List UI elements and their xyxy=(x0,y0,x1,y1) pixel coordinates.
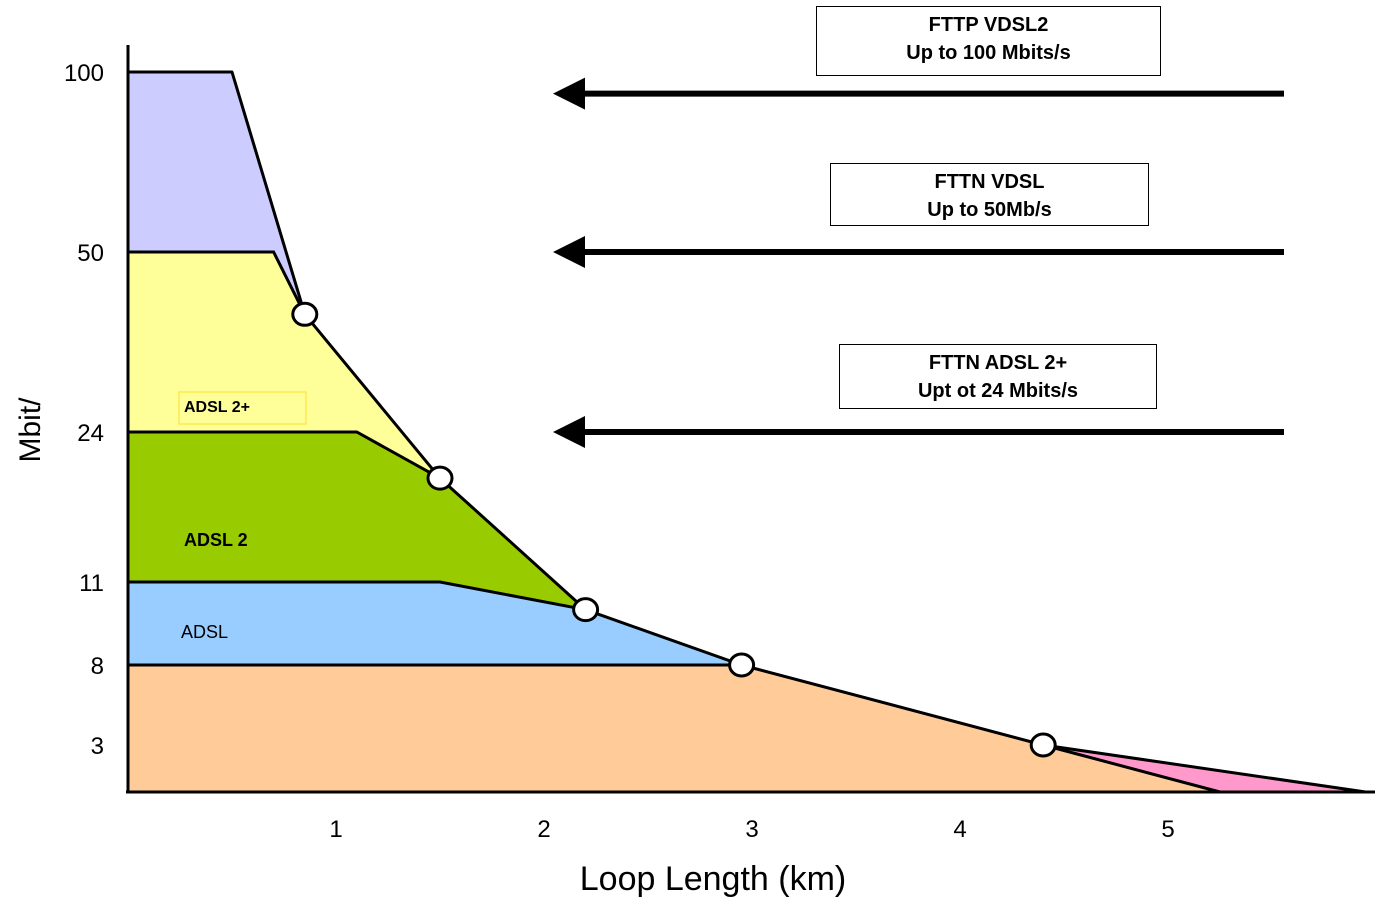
series-label-adsl: ADSL xyxy=(181,622,228,642)
annotation-line: FTTP VDSL2 xyxy=(928,14,1049,36)
data-point-marker xyxy=(1029,732,1057,758)
series-label-adsl2plus: ADSL 2+ xyxy=(184,399,250,416)
data-point-marker xyxy=(426,465,454,491)
data-point-marker xyxy=(728,652,756,678)
annotation-line: Up to 50Mb/s xyxy=(927,199,1052,221)
y-tick-label: 100 xyxy=(64,60,104,87)
axes-layer xyxy=(126,45,1375,794)
annotation-line: Up to 100 Mbits/s xyxy=(906,42,1071,64)
y-tick-label: 50 xyxy=(77,240,104,267)
series-label-adsl2: ADSL 2 xyxy=(184,530,248,550)
y-axis-title: Mbit/ xyxy=(14,397,47,463)
arrow-head xyxy=(553,77,585,110)
x-tick-label: 5 xyxy=(1161,816,1174,843)
x-tick-label: 1 xyxy=(329,816,342,843)
y-tick-label: 24 xyxy=(77,420,104,447)
band-edge-3 xyxy=(1042,743,1221,794)
arrow-head xyxy=(553,416,585,448)
annotation-line: Upt ot 24 Mbits/s xyxy=(917,380,1078,402)
line-layer xyxy=(128,70,1366,794)
series-label-adsl2plus-box xyxy=(178,391,307,425)
data-point-marker xyxy=(572,597,600,623)
area-band-3 xyxy=(128,72,305,315)
y-tick-label: 11 xyxy=(79,570,104,597)
arrow-layer xyxy=(553,77,1284,448)
x-axis-title: Loop Length (km) xyxy=(580,860,847,898)
annotation-fttn-adsl2plus: FTTN ADSL 2+ Upt ot 24 Mbits/s xyxy=(839,344,1157,409)
area-adsl xyxy=(128,582,742,665)
annotation-fttp-vdsl2: FTTP VDSL2 Up to 100 Mbits/s xyxy=(816,6,1161,76)
rate-limit-line xyxy=(128,70,1366,794)
band-edge-50 xyxy=(128,250,307,315)
band-edge-11 xyxy=(128,580,586,612)
x-tick-label: 4 xyxy=(953,816,966,843)
annotation-line: FTTN ADSL 2+ xyxy=(928,352,1068,374)
series-label-layer: ADSL 2+ ADSL 2 ADSL xyxy=(178,391,307,642)
x-tick-label: 2 xyxy=(537,816,550,843)
area-layer xyxy=(128,72,1366,792)
data-point-marker xyxy=(291,301,319,327)
band-edge-24 xyxy=(128,430,441,480)
annotation-fttn-vdsl: FTTN VDSL Up to 50Mb/s xyxy=(830,163,1149,226)
area-band-4 xyxy=(128,665,1220,792)
arrow-head xyxy=(553,236,585,268)
y-tick-label: 8 xyxy=(91,653,104,680)
tick-label-layer: 100 50 24 11 8 3 1 2 3 4 5 xyxy=(64,60,1175,843)
area-adsl-2 xyxy=(128,432,586,610)
x-tick-label: 3 xyxy=(745,816,758,843)
annotation-line: FTTN VDSL xyxy=(934,171,1045,193)
marker-layer xyxy=(291,301,1057,758)
y-tick-label: 3 xyxy=(91,733,104,760)
